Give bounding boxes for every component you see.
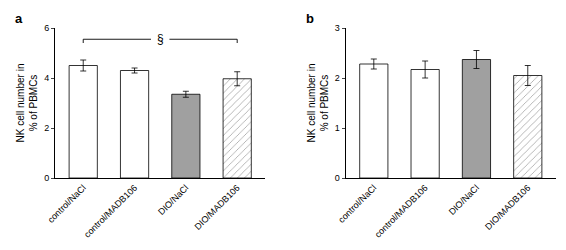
svg-text:0: 0 <box>335 173 340 183</box>
svg-text:2: 2 <box>335 73 340 83</box>
svg-text:0: 0 <box>44 173 49 183</box>
svg-text:§: § <box>157 32 164 46</box>
svg-text:control/MADB106: control/MADB106 <box>82 183 139 240</box>
svg-text:DIO/MADB106: DIO/MADB106 <box>483 183 532 232</box>
svg-text:2: 2 <box>44 123 49 133</box>
svg-text:4: 4 <box>44 73 49 83</box>
svg-text:b: b <box>306 11 314 26</box>
svg-text:control/NaCl: control/NaCl <box>46 183 88 225</box>
svg-text:a: a <box>15 11 23 26</box>
svg-text:NK cell number in% of PBMCs: NK cell number in% of PBMCs <box>306 64 330 143</box>
svg-text:DIO/MADB106: DIO/MADB106 <box>193 183 242 232</box>
svg-text:control/NaCl: control/NaCl <box>336 183 378 225</box>
svg-text:1: 1 <box>335 123 340 133</box>
svg-text:control/MADB106: control/MADB106 <box>373 183 430 240</box>
svg-text:6: 6 <box>44 23 49 33</box>
svg-text:DIO/NaCl: DIO/NaCl <box>156 183 190 217</box>
svg-text:3: 3 <box>335 23 340 33</box>
svg-text:NK cell number in% of PBMCs: NK cell number in% of PBMCs <box>15 64 39 143</box>
svg-text:DIO/NaCl: DIO/NaCl <box>447 183 481 217</box>
